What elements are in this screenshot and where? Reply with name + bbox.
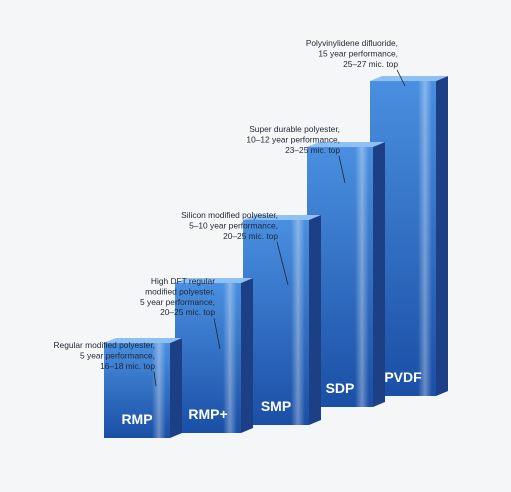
bar-side — [309, 215, 321, 425]
bar-top — [307, 142, 385, 147]
bar-top — [370, 76, 448, 81]
bar-top — [104, 338, 182, 343]
leader-line — [276, 241, 289, 286]
annotation-line: 15 year performance, — [318, 48, 398, 58]
bar-highlight — [291, 220, 305, 425]
annotation-line: 20–25 mic. top — [160, 307, 215, 317]
annotation-smp: Silicon modified polyester,5–10 year per… — [181, 210, 278, 241]
annotation-line: 23–25 mic. top — [285, 145, 340, 155]
bar-top — [243, 215, 321, 220]
bar-highlight — [355, 147, 369, 407]
annotation-line: 25–27 mic. top — [343, 59, 398, 69]
annotation-line: High DFT regular — [151, 276, 215, 286]
annotation-line: modified polyester, — [145, 286, 215, 296]
bars-group: PVDF SDP SMP RMP+ RMP — [104, 76, 448, 438]
leader-lines — [153, 69, 406, 387]
bar-label: SDP — [326, 380, 355, 396]
bar-smp: SMP — [243, 215, 321, 425]
annotation-line: 10–12 year performance, — [246, 134, 340, 144]
annotation-line: Polyvinylidene difluoride, — [306, 38, 398, 48]
bar-side — [170, 338, 182, 438]
annotation-line: 16–18 mic. top — [100, 361, 155, 371]
bar-rmp: RMP+ — [175, 278, 253, 433]
bar-highlight — [152, 343, 166, 438]
annotation-line: 5–10 year performance, — [189, 220, 278, 230]
leader-line — [396, 69, 406, 87]
bar-highlight — [418, 81, 432, 396]
annotation-line: 5 year performance, — [80, 350, 155, 360]
annotation-line: Super durable polyester, — [249, 124, 340, 134]
bar-label: PVDF — [384, 369, 422, 385]
bar-label: RMP+ — [188, 406, 227, 422]
leader-line — [213, 318, 221, 350]
annotation-line: Regular modified polyester, — [54, 340, 156, 350]
bar-label: RMP — [121, 411, 152, 427]
bar-highlight — [223, 283, 237, 433]
annotation-line: 20–25 mic. top — [223, 231, 278, 241]
annotation-sdp: Super durable polyester,10–12 year perfo… — [246, 124, 340, 155]
leader-line — [153, 371, 157, 387]
annotation-line: 5 year performance, — [140, 297, 215, 307]
annotations-group: Regular modified polyester,5 year perfor… — [54, 38, 399, 371]
annotation-pvdf: Polyvinylidene difluoride,15 year perfor… — [306, 38, 399, 69]
bar-rmp: RMP — [104, 338, 182, 438]
bar-side — [436, 76, 448, 396]
bar-side — [241, 278, 253, 433]
annotation-line: Silicon modified polyester, — [181, 210, 278, 220]
annotation-rmp: Regular modified polyester,5 year perfor… — [54, 340, 156, 371]
bar-side — [373, 142, 385, 407]
leader-line — [338, 155, 346, 184]
bar-label: SMP — [261, 398, 291, 414]
bar-top — [175, 278, 253, 283]
